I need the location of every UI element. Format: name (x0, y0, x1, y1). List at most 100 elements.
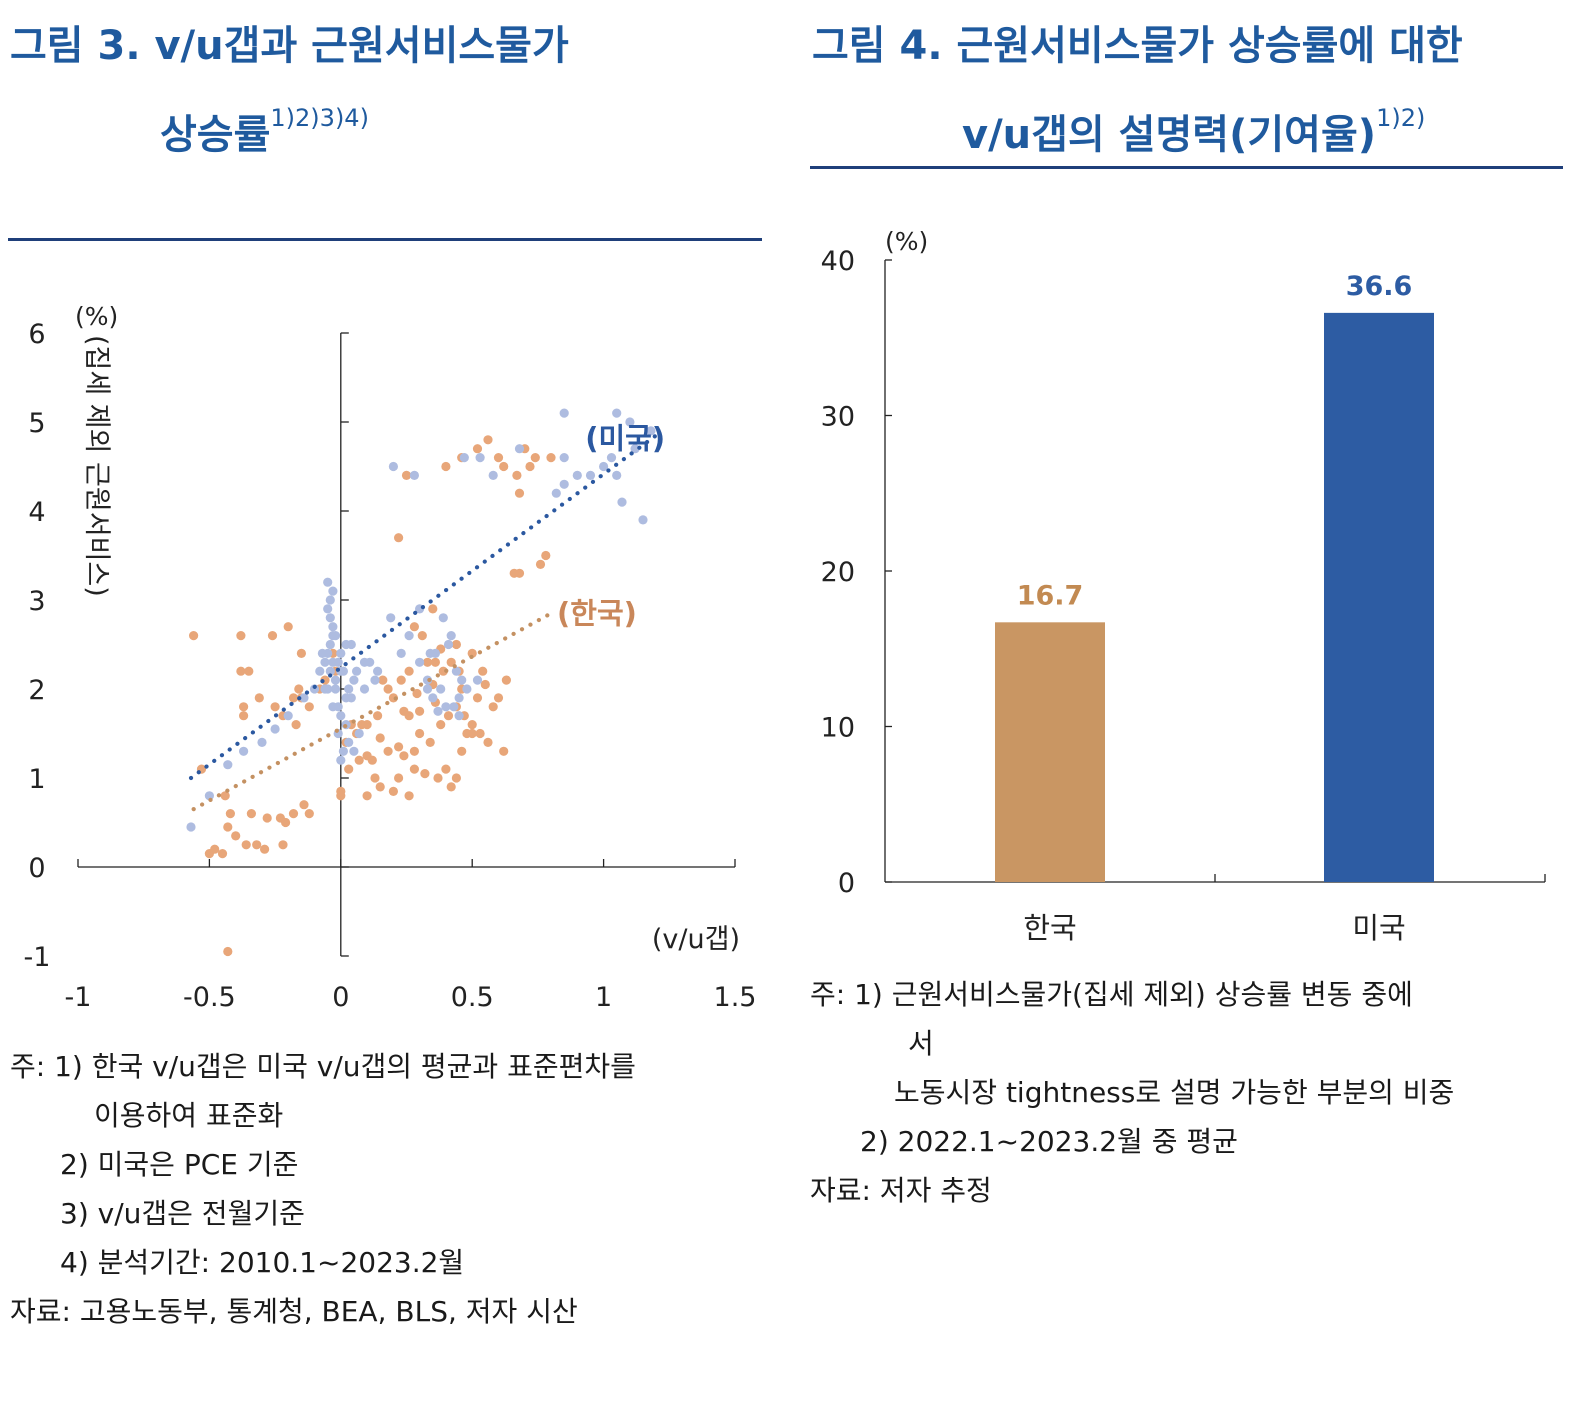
korea-point (422, 657, 433, 667)
korea-point (262, 813, 272, 823)
y-tick-label: 0 (28, 853, 45, 884)
korea-point (304, 702, 314, 712)
korea-point (404, 791, 414, 801)
us-point (451, 666, 461, 676)
korea-point (278, 840, 288, 850)
korea-point (409, 746, 419, 756)
korea-point (443, 711, 454, 721)
korea-point (546, 453, 556, 463)
korea-point (299, 800, 309, 810)
us-point (454, 693, 464, 703)
korea-point (451, 639, 461, 650)
korea-point (260, 844, 270, 854)
us-point (325, 595, 335, 605)
fig4-note-1: 주: 1) 근원서비스물가(집세 제외) 상승률 변동 중에 (810, 978, 1413, 1011)
us-point (346, 639, 356, 650)
us-point (472, 675, 483, 685)
us-point (422, 684, 433, 694)
korea-point (288, 693, 299, 703)
bar-y-tick-label: 10 (821, 713, 855, 744)
korea-point (441, 764, 451, 774)
us-point (462, 684, 472, 694)
korea-point (241, 840, 251, 850)
us-point (317, 648, 327, 659)
korea-point (388, 786, 398, 797)
korea-point (478, 666, 488, 676)
fig3-title-line2: 상승률 (160, 112, 271, 158)
x-tick-label: -1 (65, 982, 92, 1013)
korea-trend-line (191, 611, 554, 812)
korea-point (362, 791, 372, 801)
korea-point (394, 773, 404, 783)
us-point (328, 702, 338, 712)
korea-point (409, 622, 419, 632)
korea-point (378, 675, 388, 685)
korea-point (344, 764, 354, 774)
korea-point (220, 791, 230, 801)
us-point (344, 684, 354, 694)
fig3-note-2: 2) 미국은 PCE 기준 (60, 1148, 299, 1181)
us-point (349, 675, 359, 685)
fig4-source: 자료: 저자 추정 (810, 1174, 992, 1207)
bar-y-unit-label: (%) (885, 227, 928, 256)
fig3-note-3: 3) v/u갭은 전월기준 (60, 1197, 305, 1230)
korea-point (189, 631, 199, 641)
us-point (354, 728, 364, 739)
us-point (330, 684, 341, 694)
us-point (449, 702, 459, 712)
us-point (457, 675, 467, 685)
korea-point (412, 688, 422, 699)
bar-us (1324, 312, 1434, 882)
us-point (630, 444, 640, 454)
fig3-scatter-chart: -1 -0.5 0 0.5 1 1.5 -1 0 1 2 3 4 5 6 (%) (집세 제외 근원서비스) (… (24, 302, 757, 1013)
us-point (438, 613, 448, 623)
us-point (223, 760, 233, 770)
fig3-title-rule (8, 238, 762, 241)
us-point (409, 470, 419, 480)
korea-point (223, 822, 233, 832)
fig4-notes: 주: 1) 근원서비스물가(집세 제외) 상승률 변동 중에 서 노동시장 ti… (810, 970, 1454, 1215)
us-point (186, 822, 196, 832)
us-point (336, 711, 346, 721)
us-point (606, 453, 617, 463)
fig4-title-line2: v/u갭의 설명력(기여율) (962, 112, 1377, 158)
fig3-note-1-cont: 이용하여 표준화 (94, 1099, 284, 1132)
korea-point (530, 453, 540, 463)
x-tick-label: 1 (595, 982, 612, 1013)
us-point (386, 613, 396, 623)
korea-point (499, 746, 509, 756)
korea-series-label: (한국) (557, 596, 637, 630)
korea-point (252, 840, 262, 850)
korea-point (441, 461, 451, 472)
korea-point (239, 702, 249, 712)
korea-point (433, 773, 443, 783)
korea-point (370, 773, 380, 783)
y-tick-label: 6 (28, 319, 45, 350)
fig4-title: 그림 4. 근원서비스물가 상승률에 대한 v/u갭의 설명력(기여율)1)2) (812, 10, 1572, 171)
us-point (336, 755, 346, 765)
fig3-source: 자료: 고용노동부, 통계청, BEA, BLS, 저자 시산 (10, 1295, 578, 1328)
us-point (617, 497, 627, 507)
fig3-title-footnote-marks: 1)2)3)4) (270, 104, 369, 132)
korea-point (354, 755, 364, 765)
us-point (646, 426, 656, 436)
us-point (328, 586, 338, 596)
korea-point (436, 720, 446, 730)
us-point (612, 470, 622, 480)
bar-value-label-korea: 16.7 (1017, 580, 1084, 611)
korea-point (239, 711, 249, 721)
korea-point (375, 782, 385, 792)
bar-korea (995, 622, 1105, 882)
us-point (488, 470, 498, 480)
fig4-title-rule (810, 166, 1563, 169)
us-point (514, 444, 525, 454)
fig4-title-line1: 그림 4. 근원서비스물가 상승률에 대한 (812, 23, 1463, 69)
us-point (239, 746, 249, 756)
korea-point (231, 831, 241, 841)
korea-point (430, 657, 440, 667)
us-point (204, 791, 214, 801)
bar-y-tick-label: 20 (821, 557, 855, 588)
korea-point (294, 684, 304, 694)
korea-point (428, 604, 438, 614)
us-point (370, 675, 380, 685)
